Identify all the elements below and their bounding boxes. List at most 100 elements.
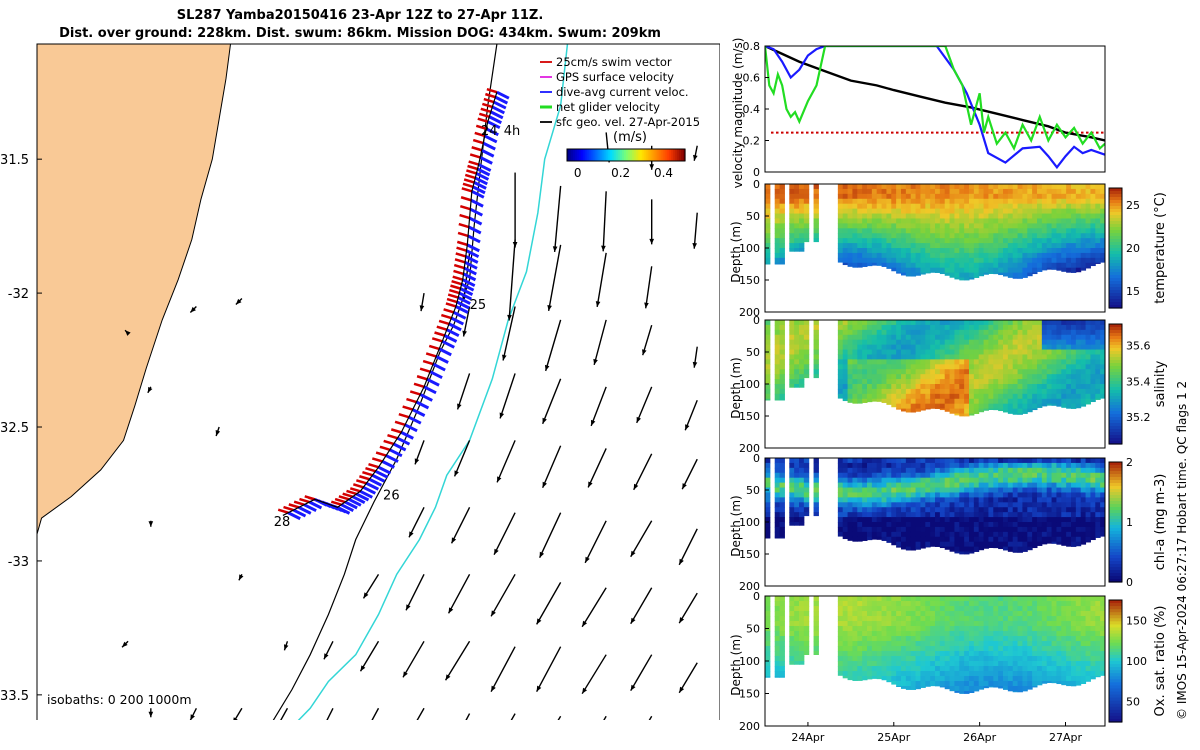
section-cell xyxy=(847,497,853,503)
section-cell xyxy=(779,184,785,190)
section-cell xyxy=(1090,203,1096,210)
section-cell xyxy=(1061,502,1067,508)
section-cell xyxy=(847,646,853,652)
section-cell xyxy=(891,671,897,677)
section-cell xyxy=(1003,497,1009,503)
section-cell xyxy=(871,203,878,210)
section-cell xyxy=(1061,467,1067,474)
section-cell xyxy=(915,193,921,200)
swim-vector xyxy=(485,92,496,99)
section-cell xyxy=(891,507,897,513)
section-colorbar-cell xyxy=(1109,293,1122,297)
section-cell xyxy=(983,616,989,622)
section-cell xyxy=(973,369,980,375)
section-cell xyxy=(765,611,771,617)
section-cell xyxy=(998,252,1004,259)
section-cell xyxy=(905,339,912,346)
geo-velocity-arrow xyxy=(544,319,562,372)
section-cell xyxy=(837,458,844,464)
section-cell xyxy=(789,626,795,632)
section-cell xyxy=(954,651,960,657)
section-cell xyxy=(905,487,912,493)
section-cell xyxy=(779,596,785,602)
section-cell xyxy=(803,329,810,336)
section-cell xyxy=(871,487,878,493)
section-cell xyxy=(837,384,844,390)
section-cell xyxy=(988,344,994,351)
section-cell xyxy=(1007,661,1014,667)
geo-velocity-arrowhead xyxy=(283,644,289,651)
geo-velocity-arrowhead xyxy=(190,306,196,313)
section-cell xyxy=(983,408,989,411)
section-cell xyxy=(813,467,819,474)
section-cell xyxy=(896,502,902,508)
section-cell xyxy=(973,487,980,493)
section-cell xyxy=(1051,526,1057,533)
section-cell xyxy=(765,393,771,400)
section-cell xyxy=(915,393,921,400)
section-cell xyxy=(1003,487,1009,493)
section-cell xyxy=(973,203,980,210)
section-cell xyxy=(1061,334,1067,341)
section-cell xyxy=(881,616,887,622)
section-cell xyxy=(1037,656,1043,662)
section-cell xyxy=(799,238,805,244)
section-cell xyxy=(944,198,951,205)
section-cell xyxy=(1071,248,1077,254)
section-cell xyxy=(871,641,878,647)
section-cell xyxy=(867,369,873,375)
section-cell xyxy=(1090,228,1096,234)
section-cell xyxy=(857,641,863,647)
section-cell xyxy=(794,487,800,493)
section-cell xyxy=(973,492,980,498)
section-cell xyxy=(891,252,897,259)
section-cell xyxy=(765,482,771,489)
section-cell xyxy=(1046,497,1053,503)
section-cell xyxy=(1007,546,1014,552)
section-cell xyxy=(969,408,975,415)
section-cell xyxy=(896,233,902,239)
section-cell xyxy=(1071,262,1077,269)
section-cell xyxy=(1012,512,1019,518)
section-cell xyxy=(993,408,999,411)
section-cell xyxy=(1017,364,1023,370)
section-cell xyxy=(978,676,985,682)
section-cell xyxy=(837,482,844,489)
section-cell xyxy=(993,374,999,380)
swim-vector xyxy=(365,467,376,473)
section-cell xyxy=(1037,379,1043,385)
section-cell xyxy=(1080,458,1087,464)
swim-vector xyxy=(390,428,402,434)
section-cell xyxy=(896,262,902,269)
dive-avg-current-vector xyxy=(456,300,470,310)
section-cell xyxy=(799,616,805,622)
geo-velocity-arrowhead xyxy=(502,354,507,361)
section-cell xyxy=(973,681,980,687)
section-cell xyxy=(862,671,868,677)
section-cell xyxy=(915,188,921,195)
section-cell xyxy=(901,344,907,351)
swim-vector xyxy=(288,503,300,509)
section-colorbar-cell xyxy=(1109,272,1122,276)
section-cell xyxy=(993,369,999,375)
section-cell xyxy=(1032,248,1038,254)
section-cell xyxy=(939,364,946,370)
section-cell xyxy=(998,492,1004,498)
section-cell xyxy=(862,482,868,489)
section-cell xyxy=(915,267,921,274)
section-cell xyxy=(896,536,902,543)
dive-avg-current-vector xyxy=(491,105,506,115)
section-cell xyxy=(944,462,951,469)
section-cell xyxy=(973,364,980,370)
section-cell xyxy=(910,344,917,351)
section-cell xyxy=(905,531,912,538)
section-cell xyxy=(978,596,985,602)
section-cell xyxy=(959,359,965,365)
section-cell xyxy=(871,208,878,215)
section-cell xyxy=(1007,272,1014,278)
section-cell xyxy=(779,238,785,244)
section-cell xyxy=(852,482,858,489)
section-colorbar-cell xyxy=(1109,269,1122,273)
depth-tick-label: 150 xyxy=(739,274,760,287)
section-cell xyxy=(842,193,849,200)
